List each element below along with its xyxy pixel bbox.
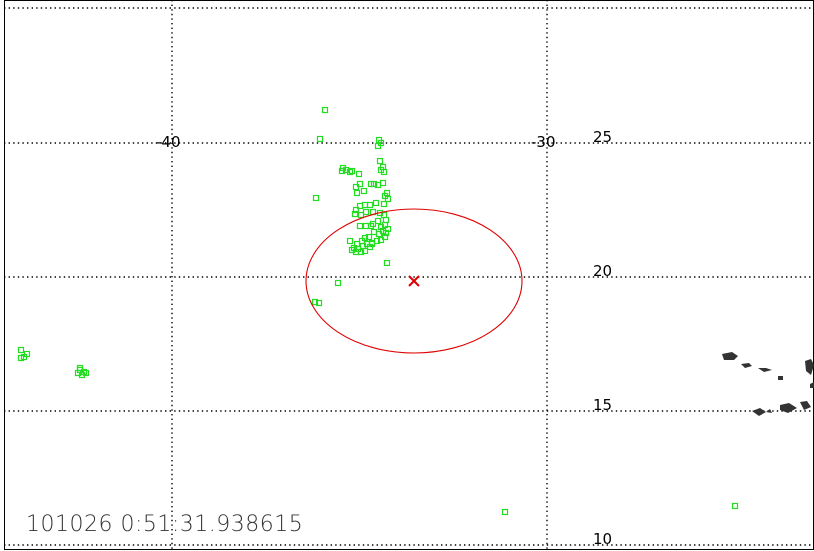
detection-marker — [351, 210, 359, 218]
island-shape — [800, 401, 811, 410]
detection-marker — [356, 222, 364, 230]
detection-marker — [366, 201, 374, 209]
detection-marker — [359, 242, 367, 250]
map-frame — [4, 0, 814, 550]
detection-marker — [360, 187, 368, 195]
island-shape — [805, 359, 814, 375]
location-error-ellipse — [305, 208, 523, 354]
detection-marker — [346, 237, 354, 245]
detection-marker — [338, 167, 346, 175]
detection-marker — [355, 170, 363, 178]
detection-marker — [501, 508, 509, 516]
island-shape — [758, 368, 772, 372]
detection-marker — [356, 202, 364, 210]
detection-marker — [377, 236, 385, 244]
detection-marker — [316, 135, 324, 143]
detection-marker — [372, 199, 380, 207]
detection-marker — [357, 211, 365, 219]
detection-marker — [334, 279, 342, 287]
detection-marker — [377, 223, 385, 231]
detection-marker — [379, 179, 387, 187]
detection-marker — [374, 217, 382, 225]
lat-label-25: 25 — [593, 128, 613, 146]
detection-marker — [384, 195, 392, 203]
detection-marker — [362, 208, 370, 216]
estimated-center-marker — [408, 275, 420, 287]
land-masses — [722, 352, 814, 416]
detection-markers — [17, 106, 739, 516]
detection-marker — [362, 222, 370, 230]
detection-marker — [352, 206, 360, 214]
timestamp-label: 101026 0:51:31.938615 — [26, 512, 304, 537]
island-shape — [722, 352, 738, 360]
detection-marker — [361, 201, 369, 209]
detection-marker — [352, 183, 360, 191]
detection-marker — [383, 259, 391, 267]
detection-marker — [374, 142, 382, 150]
island-shape — [810, 382, 814, 388]
detection-marker — [321, 106, 329, 114]
detection-marker — [315, 299, 323, 307]
detection-marker — [348, 167, 356, 175]
detection-marker — [370, 228, 378, 236]
detection-marker — [76, 366, 84, 374]
lat-label-20: 20 — [593, 262, 613, 280]
island-shape — [741, 363, 752, 368]
detection-marker — [20, 353, 28, 361]
island-shape — [778, 376, 783, 380]
island-shape — [766, 409, 772, 413]
detection-marker — [82, 369, 90, 377]
lat-label-15: 15 — [593, 396, 613, 414]
lon-label-minus30: -30 — [531, 133, 556, 151]
detection-marker — [380, 200, 388, 208]
detection-marker — [367, 180, 375, 188]
detection-marker — [731, 502, 739, 510]
detection-marker — [17, 346, 25, 354]
detection-marker — [365, 233, 373, 241]
detection-marker — [312, 194, 320, 202]
island-shape — [780, 403, 797, 413]
detection-marker — [382, 216, 390, 224]
graticule — [4, 0, 814, 551]
detection-marker — [382, 229, 390, 237]
island-shape — [752, 408, 766, 416]
detection-marker — [380, 168, 388, 176]
detection-marker — [376, 157, 384, 165]
detection-marker — [348, 246, 356, 254]
lon-label-minus40: -40 — [156, 133, 181, 151]
detection-marker — [311, 298, 319, 306]
detection-marker — [353, 189, 361, 197]
lat-label-10: 10 — [593, 530, 613, 548]
